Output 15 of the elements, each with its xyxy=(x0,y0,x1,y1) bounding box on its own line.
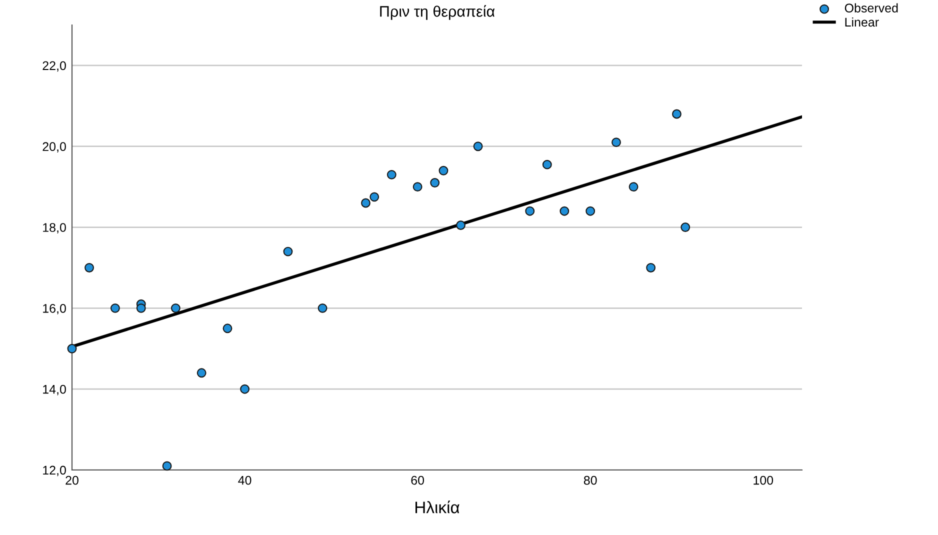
chart-title: Πριν τη θεραπεία xyxy=(380,5,495,20)
x-tick-label: 40 xyxy=(238,476,252,485)
legend-label: Linear xyxy=(845,17,879,27)
x-tick-label: 20 xyxy=(66,476,78,485)
legend-label: Observed xyxy=(844,3,898,12)
x-tick-label: 80 xyxy=(584,476,597,485)
y-tick-label: 16,0 xyxy=(43,304,66,314)
x-tick-label: 60 xyxy=(411,476,424,485)
y-tick-label: 12,0 xyxy=(43,466,66,476)
y-tick-label: 20,0 xyxy=(42,142,66,152)
x-tick-label: 100 xyxy=(754,476,774,485)
y-tick-label: 18,0 xyxy=(43,223,66,234)
x-axis-title: Ηλικία xyxy=(415,500,460,514)
y-tick-label: 14,0 xyxy=(43,384,66,396)
y-tick-label: 22,0 xyxy=(42,61,66,72)
